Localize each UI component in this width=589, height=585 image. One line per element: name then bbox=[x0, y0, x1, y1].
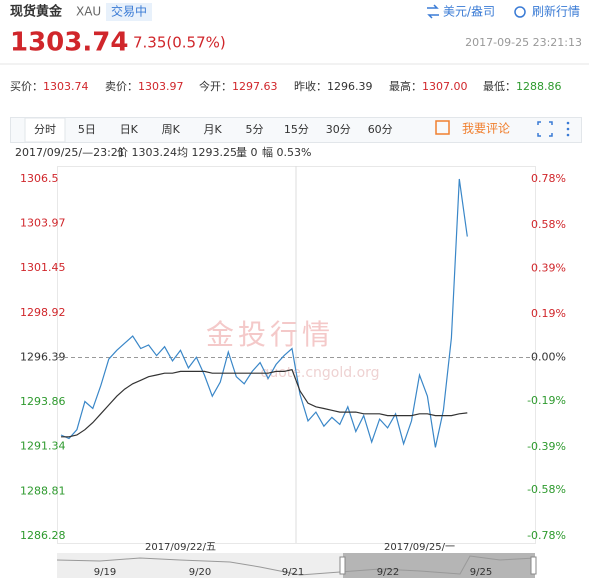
y2-tick-label: -0.58% bbox=[527, 483, 566, 496]
watermark-url: quote.cngold.org bbox=[260, 365, 379, 381]
navigator-label: 9/25 bbox=[470, 567, 492, 578]
y2-tick-label: 0.19% bbox=[531, 307, 566, 320]
stat: 买价：1303.74 bbox=[10, 80, 89, 93]
title: 现货黄金 bbox=[10, 4, 63, 20]
y2-tick-label: 0.00% bbox=[531, 351, 566, 364]
stat-value: 1288.86 bbox=[516, 80, 562, 93]
stat: 昨收：1296.39 bbox=[294, 79, 373, 93]
stat-label: 今开： bbox=[199, 79, 232, 93]
y-tick-label: 1301.45 bbox=[20, 261, 66, 274]
switch-icon bbox=[427, 4, 439, 19]
y-tick-label: 1303.97 bbox=[20, 217, 66, 230]
watermark-title: 金投行情 bbox=[206, 318, 334, 351]
comment-icon bbox=[435, 120, 450, 135]
info-item: 均 1293.25 bbox=[177, 146, 237, 159]
y-tick-label: 1291.34 bbox=[20, 440, 66, 453]
stat-value: 1307.00 bbox=[422, 80, 468, 93]
stat-label: 买价： bbox=[10, 80, 43, 93]
y-tick-label: 1296.39 bbox=[20, 351, 66, 364]
x-tick-label: 2017/09/25/一 bbox=[384, 542, 455, 553]
navigator-window[interactable] bbox=[343, 553, 535, 578]
navigator-label: 9/21 bbox=[282, 567, 304, 578]
tab[interactable]: 15分 bbox=[284, 123, 309, 136]
stat-value: 1303.97 bbox=[138, 80, 184, 93]
stat-label: 最低： bbox=[483, 80, 516, 93]
timestamp: 2017-09-25 23:21:13 bbox=[465, 36, 582, 49]
tab[interactable]: 30分 bbox=[326, 123, 351, 136]
info-item: 2017/09/25/—23:21 bbox=[15, 146, 125, 159]
info-item: 价 1303.24 bbox=[117, 146, 177, 159]
tab[interactable]: 日K bbox=[120, 123, 139, 136]
navigator-line bbox=[56, 555, 536, 576]
y-tick-label: 1288.81 bbox=[20, 484, 66, 497]
stat: 最高：1307.00 bbox=[389, 79, 468, 93]
stat-value: 1303.74 bbox=[43, 80, 89, 93]
change: 7.35(0.57%) bbox=[133, 34, 226, 52]
navigator-label: 9/20 bbox=[189, 567, 211, 578]
stat-label: 昨收： bbox=[294, 79, 327, 93]
refresh-link[interactable]: 刷新行情 bbox=[532, 4, 580, 19]
stat-value: 1297.63 bbox=[232, 80, 278, 93]
y2-tick-label: -0.39% bbox=[527, 440, 566, 453]
stat-label: 最高： bbox=[389, 79, 422, 93]
y-tick-label: 1298.92 bbox=[20, 306, 66, 319]
price: 1303.74 bbox=[10, 28, 128, 58]
y2-tick-label: 0.58% bbox=[531, 218, 566, 231]
series-line bbox=[61, 369, 468, 438]
y2-tick-label: 0.78% bbox=[531, 172, 566, 185]
x-tick-label: 2017/09/22/五 bbox=[145, 542, 216, 553]
series-line bbox=[60, 178, 468, 448]
info-item: 幅 0.53% bbox=[262, 146, 311, 159]
menu-icon[interactable] bbox=[566, 121, 570, 137]
comment-link[interactable]: 我要评论 bbox=[462, 122, 510, 136]
navigator-label: 9/22 bbox=[377, 567, 399, 578]
tab[interactable]: 5日 bbox=[78, 123, 96, 136]
navigator-handle[interactable] bbox=[339, 556, 346, 575]
status-bg bbox=[106, 3, 152, 21]
tab-active-bg bbox=[24, 117, 66, 143]
tab[interactable]: 周K bbox=[162, 123, 181, 136]
navigator-label: 9/19 bbox=[94, 567, 116, 578]
status: 交易中 bbox=[111, 4, 147, 19]
navigator-handle[interactable] bbox=[530, 556, 537, 575]
y2-tick-label: 0.39% bbox=[531, 261, 566, 274]
tab-bar bbox=[10, 117, 582, 143]
stat-value: 1296.39 bbox=[327, 80, 373, 93]
fullscreen-icon[interactable] bbox=[537, 121, 553, 137]
tab[interactable]: 分时 bbox=[34, 123, 56, 136]
y-tick-label: 1286.28 bbox=[20, 529, 66, 542]
y2-tick-label: -0.78% bbox=[527, 529, 566, 542]
stat: 卖价：1303.97 bbox=[105, 80, 184, 93]
y-tick-label: 1293.86 bbox=[20, 395, 66, 408]
info-item: 量 0 bbox=[236, 146, 258, 159]
tab[interactable]: 月K bbox=[203, 123, 222, 136]
y2-tick-label: -0.19% bbox=[527, 394, 566, 407]
refresh-icon bbox=[514, 6, 526, 18]
y-tick-label: 1306.5 bbox=[20, 172, 59, 185]
code: XAU bbox=[76, 5, 101, 19]
unit-link[interactable]: 美元/盎司 bbox=[443, 5, 495, 19]
tab[interactable]: 60分 bbox=[368, 123, 393, 136]
stat: 今开：1297.63 bbox=[199, 79, 278, 93]
stat-label: 卖价： bbox=[105, 80, 138, 93]
tab[interactable]: 5分 bbox=[246, 123, 264, 136]
stat: 最低：1288.86 bbox=[483, 80, 562, 93]
